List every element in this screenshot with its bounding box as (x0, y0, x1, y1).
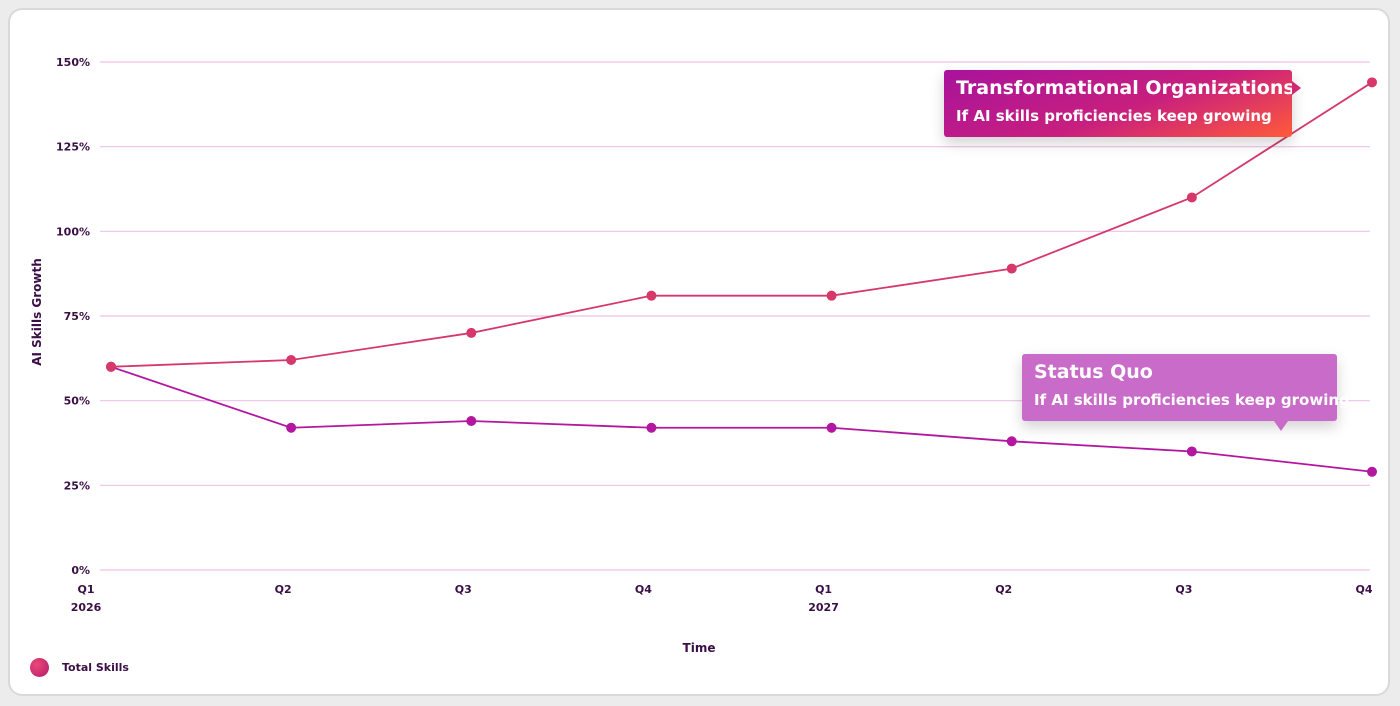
x-tick-year-label: 2026 (71, 601, 102, 614)
data-point-1[interactable] (466, 327, 477, 338)
legend[interactable]: Total Skills (30, 658, 129, 677)
data-point-1[interactable] (1186, 192, 1197, 203)
data-point-1[interactable] (286, 355, 297, 366)
data-point-1[interactable] (1006, 263, 1017, 274)
legend-label: Total Skills (62, 661, 129, 674)
data-point-1[interactable] (1367, 77, 1377, 88)
callout-transformational-title: Transformational Organizations (956, 77, 1295, 99)
y-tick-label: 25% (64, 479, 90, 492)
y-tick-label: 100% (56, 225, 90, 238)
legend-swatch-icon (30, 658, 49, 677)
callout-status-quo: Status Quo If AI skills proficiencies ke… (1022, 354, 1350, 431)
y-tick-label: 0% (71, 564, 90, 577)
callout-transformational: Transformational Organizations If AI ski… (944, 70, 1301, 137)
data-point-1[interactable] (826, 290, 837, 301)
x-tick-label: Q1 (77, 583, 94, 596)
x-tick-label: Q4 (635, 583, 652, 596)
callout-status-quo-title: Status Quo (1034, 361, 1153, 383)
data-point-2[interactable] (1367, 466, 1377, 477)
y-tick-label: 150% (56, 56, 90, 69)
x-tick-label: Q4 (1355, 583, 1372, 596)
data-point-1[interactable] (646, 290, 657, 301)
data-point-2[interactable] (466, 415, 477, 426)
grid-lines (100, 61, 1370, 571)
x-tick-label: Q1 (815, 583, 832, 596)
y-tick-label: 50% (64, 395, 90, 408)
x-tick-label: Q3 (455, 583, 472, 596)
x-tick-year-label: 2027 (808, 601, 839, 614)
x-axis-title: Time (683, 641, 716, 655)
data-point-2[interactable] (826, 422, 837, 433)
data-point-1[interactable] (106, 361, 116, 372)
data-point-2[interactable] (646, 422, 657, 433)
x-axis-ticks: Q1 2026 Q2 Q3 Q4 Q1 2027 Q2 Q3 Q4 (71, 583, 1373, 614)
data-point-2[interactable] (1186, 446, 1197, 457)
y-axis-ticks: 0% 25% 50% 75% 100% 125% 150% (56, 56, 90, 577)
x-tick-label: Q2 (995, 583, 1012, 596)
data-point-2[interactable] (1006, 436, 1017, 447)
y-axis-title: AI Skills Growth (30, 258, 44, 366)
x-tick-label: Q2 (275, 583, 292, 596)
callout-transformational-subtitle: If AI skills proficiencies keep growing (956, 107, 1272, 125)
callout-status-quo-subtitle: If AI skills proficiencies keep growing (1034, 391, 1350, 409)
y-tick-label: 125% (56, 141, 90, 154)
x-tick-label: Q3 (1175, 583, 1192, 596)
series-line-1 (110, 81, 1373, 368)
y-tick-label: 75% (64, 310, 90, 323)
series-line-2 (110, 365, 1373, 473)
data-point-2[interactable] (286, 422, 297, 433)
series-layer (106, 77, 1377, 477)
